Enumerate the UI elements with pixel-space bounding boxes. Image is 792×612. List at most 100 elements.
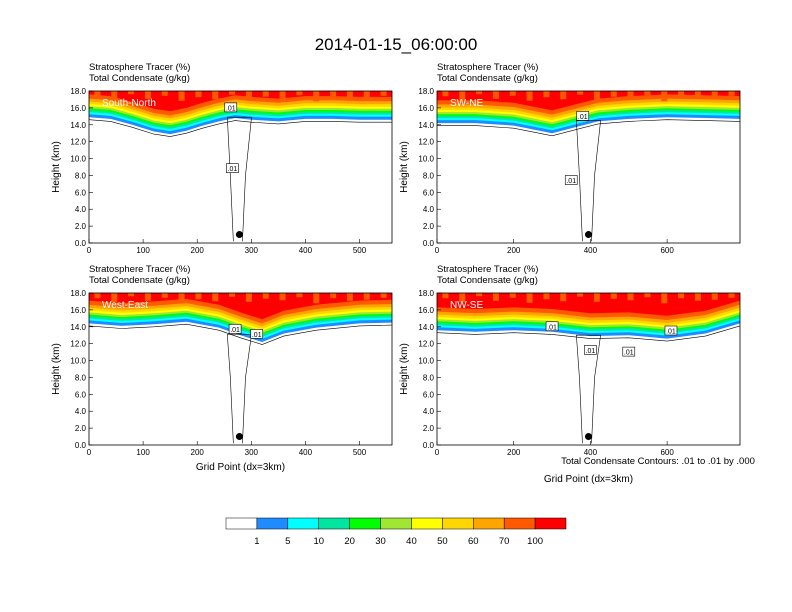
tracer-streak [296,91,303,96]
y-tick-label: 8.0 [423,373,435,382]
colorbar-label: 50 [437,536,448,547]
y-tick-label: 10.0 [418,357,434,366]
x-tick-label: 0 [435,448,440,457]
contour-label-box [545,321,559,332]
tracer-streak [279,293,286,301]
tracer-streak [330,293,337,299]
x-tick-label: 500 [353,246,367,255]
tracer-streak [111,91,118,101]
tracer-streak [661,91,668,102]
tracer-streak [577,91,584,95]
colorbar-label: 20 [344,536,355,547]
y-tick-label: 4.0 [423,407,435,416]
y-tick-label: 0.0 [423,239,435,248]
y-tick-label: 10.0 [70,155,86,164]
tracer-streak [711,91,718,98]
y-tick-label: 6.0 [423,188,435,197]
x-tick-label: 300 [245,246,259,255]
tracer-band [437,91,740,111]
tracer-streak [728,91,735,96]
panel-label: West-East [102,300,148,311]
x-tick-label: 400 [299,246,313,255]
y-tick-label: 0.0 [75,239,87,248]
tracer-streak [94,293,101,299]
tracer-streak [195,293,202,300]
contour-label-box [226,163,239,173]
tracer-streak [262,91,269,97]
plot-frame [88,90,393,244]
tracer-streak [476,293,483,297]
colorbar: 1 5 10 20 30 40 50 60 70 100 [225,517,567,547]
cloud-column-contour [576,334,601,444]
y-tick-label: 12.0 [418,340,434,349]
contour-label: .01 [547,324,557,331]
tracer-streak [694,91,701,99]
condensate-contour [88,119,392,137]
colorbar-label: 5 [285,536,290,547]
colorbar-label: 30 [375,536,386,547]
contour-label: .01 [666,329,676,336]
tracer-streak [363,293,370,300]
panel-subtitle: Stratosphere Tracer (%) [89,264,190,275]
tracer-streak [694,293,701,301]
tracer-streak [543,91,550,98]
surface-marker [585,433,592,441]
y-axis-label: Height (km) [51,343,62,395]
y-tick-label: 14.0 [418,121,434,130]
tracer-streak [678,293,685,299]
tracer-streak [330,91,337,97]
y-tick-label: 8.0 [75,373,87,382]
y-tick-label: 12.0 [70,340,86,349]
y-tick-label: 6.0 [75,188,87,197]
surface-marker [585,231,592,239]
tracer-streak [644,293,651,298]
colorbar-label: 40 [406,536,417,547]
y-axis-label: Height (km) [399,141,410,193]
y-tick-label: 18.0 [418,87,434,96]
tracer-streak [313,293,320,304]
plot-frame [436,90,741,244]
y-tick-label: 2.0 [423,222,435,231]
x-tick-label: 0 [87,246,92,255]
tracer-streak [442,293,449,299]
contour-label-box [664,325,678,336]
y-tick-label: 14.0 [70,323,86,332]
contour-label: .01 [226,105,236,112]
contour-label: .01 [566,178,576,185]
y-tick-label: 16.0 [418,306,434,315]
x-tick-label: 600 [660,448,674,457]
y-tick-label: 2.0 [423,424,435,433]
x-tick-label: 500 [353,448,367,457]
y-tick-label: 2.0 [75,222,87,231]
colorbar-swatch [349,517,381,530]
x-tick-label: 400 [584,246,598,255]
tracer-streak [711,293,718,300]
plot-frame [436,292,741,446]
y-tick-label: 16.0 [70,306,86,315]
tracer-streak [526,91,533,101]
tracer-streak [212,91,219,100]
tracer-streak [262,293,269,299]
x-tick-label: 100 [136,448,150,457]
tracer-streak [577,293,584,297]
tracer-streak [492,91,499,99]
panel-subtitle: Stratosphere Tracer (%) [437,62,538,73]
y-tick-label: 10.0 [70,357,86,366]
condensate-contour [436,325,741,342]
tracer-streak [94,91,101,97]
contour-label: .01 [624,350,634,357]
tracer-streak [459,91,466,101]
tracer-streak [178,293,185,303]
colorbar-swatch [411,517,443,530]
y-axis-label: Height (km) [399,343,410,395]
tracer-streak [526,293,533,303]
panel: Stratosphere Tracer (%)Total Condensate … [399,264,741,485]
panel-subtitle: Total Condensate (g/kg) [89,275,190,286]
tracer-streak [509,293,516,298]
tracer-streak [128,91,135,95]
plot-frame [88,292,393,446]
y-tick-label: 10.0 [418,155,434,164]
tracer-streak [245,91,252,100]
contour-label-box [250,329,264,339]
